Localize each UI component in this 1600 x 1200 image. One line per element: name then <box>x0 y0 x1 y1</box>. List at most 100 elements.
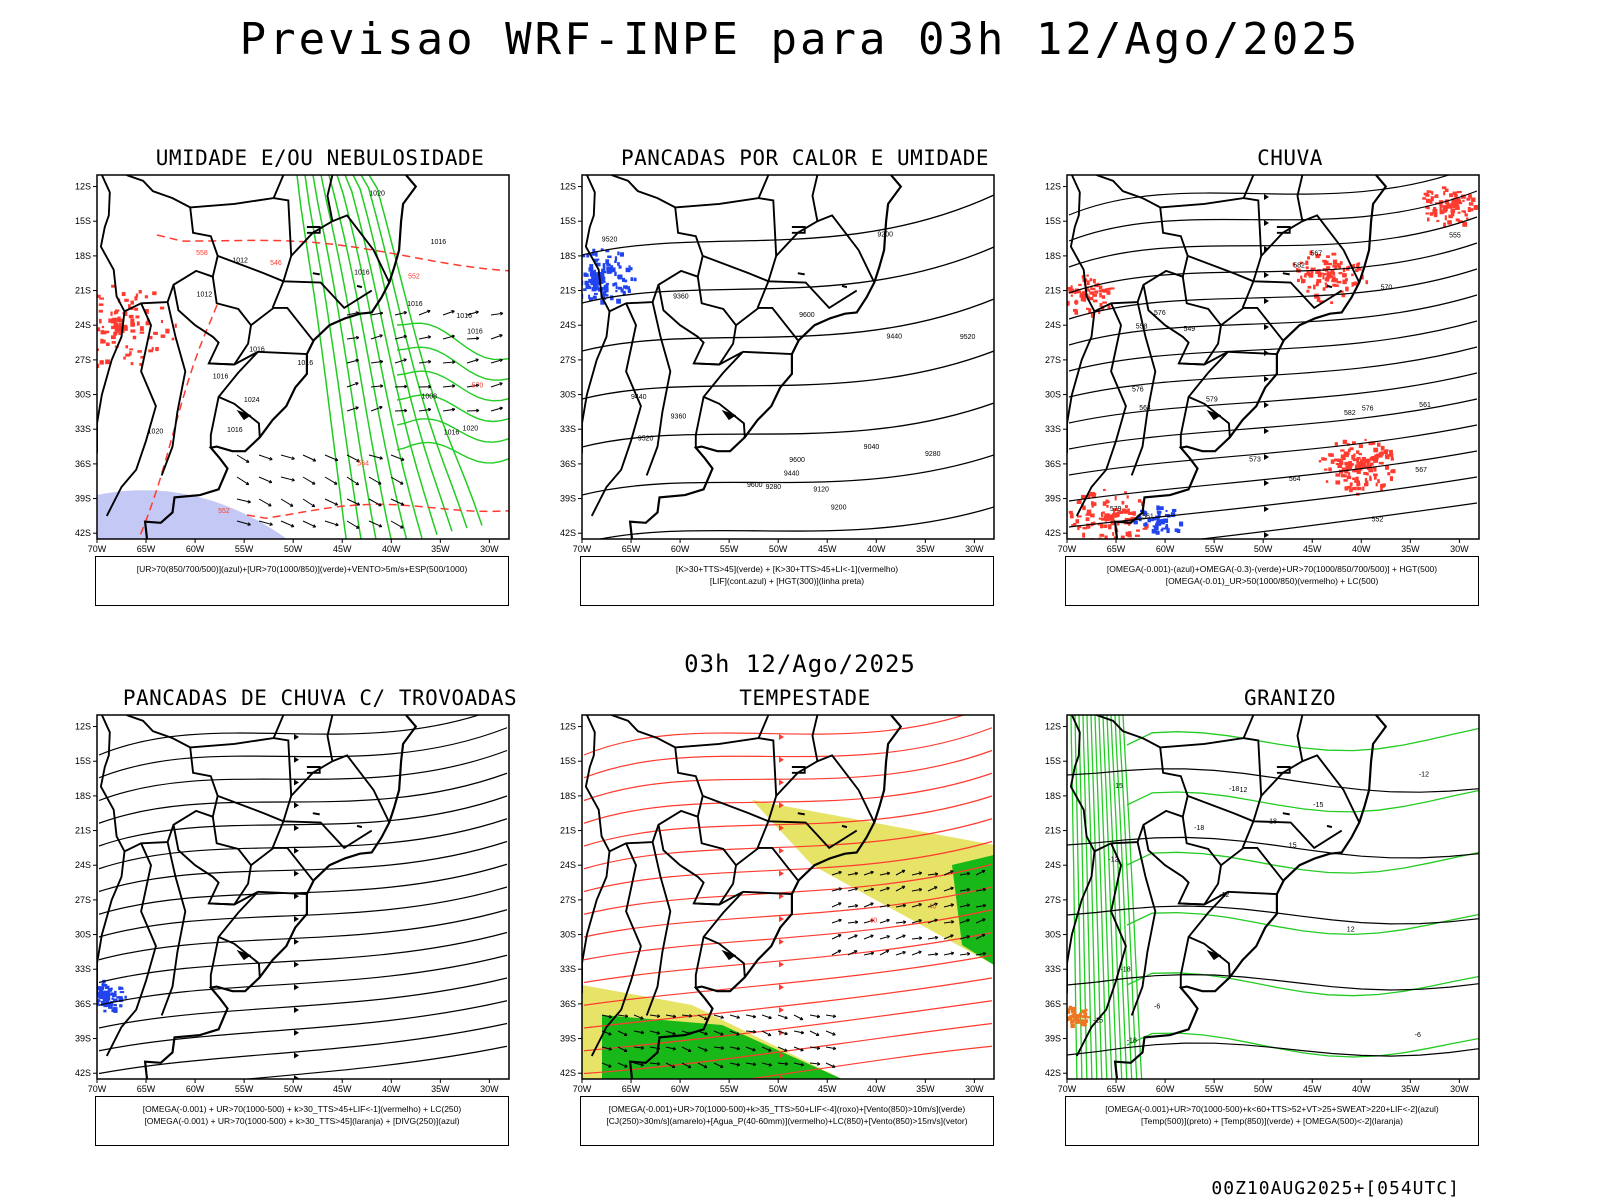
legend-box: [OMEGA(-0.001)-(azul)+OMEGA(-0.3)-(verde… <box>1065 556 1479 606</box>
lat-tick-label: 12S <box>75 182 91 192</box>
legend-line: [CJ(250)>30m/s](amarelo)+[Agua_P(40-60mm… <box>606 1116 968 1126</box>
lat-tick-label: 18S <box>1045 791 1061 801</box>
contour-label: 576 <box>1362 405 1374 412</box>
wind-vector-arrow <box>729 1030 740 1036</box>
lon-tick-label: 70W <box>1058 1084 1077 1094</box>
legend-box: [UR>70(850/700/500)](azul)+[UR>70(1000/8… <box>95 556 509 606</box>
contour-label: 561 <box>1142 514 1154 521</box>
lon-tick-label: 65W <box>622 544 641 554</box>
lon-tick-label: 60W <box>1156 544 1175 554</box>
legend-line: [OMEGA(-0.001) + UR>70(1000-500) + k>30_… <box>144 1116 460 1126</box>
lat-tick-label: 33S <box>1045 424 1061 434</box>
contour-label: -15 <box>1313 802 1323 809</box>
wind-vector-arrow <box>847 887 858 892</box>
lon-tick-label: 50W <box>769 1084 788 1094</box>
lon-tick-label: 40W <box>1352 1084 1371 1094</box>
streamline-arrow <box>294 756 299 763</box>
streamline <box>241 1045 508 1079</box>
streamline-arrow <box>1264 532 1269 538</box>
lon-tick-label: 70W <box>573 1084 592 1094</box>
panel-title: TEMPESTADE <box>739 686 871 710</box>
wind-vector-arrow <box>368 520 382 528</box>
lat-tick-label: 12S <box>1045 182 1061 192</box>
lat-tick-label: 33S <box>75 424 91 434</box>
lon-tick-label: 55W <box>1205 544 1224 554</box>
streamline <box>98 772 508 824</box>
wind-vector-arrow <box>236 520 251 526</box>
panel-title: CHUVA <box>1257 146 1323 170</box>
wind-vector-arrow <box>895 869 906 876</box>
wind-vector-arrow <box>825 1014 836 1018</box>
height-contour <box>582 246 994 304</box>
legend-line: [OMEGA(-0.01)_UR>50(1000/850)(vermelho) … <box>1165 576 1379 586</box>
lat-tick-label: 15S <box>560 756 576 766</box>
wind-vector-arrow <box>713 1014 724 1019</box>
wind-vector-arrow <box>617 1030 628 1036</box>
wind-vector-arrow <box>346 476 359 486</box>
lon-tick-label: 30W <box>965 1084 984 1094</box>
streamline-arrow <box>779 1007 784 1013</box>
wind-vector-arrow <box>761 1062 772 1066</box>
wind-vector-arrow <box>633 1046 644 1049</box>
wind-vector-arrow <box>681 1046 692 1052</box>
wind-vector-arrow <box>258 454 273 461</box>
streamline-arrow <box>779 1052 784 1059</box>
wind-vector-arrow <box>490 312 503 316</box>
lat-tick-label: 39S <box>560 494 576 504</box>
contour-label: 564 <box>1289 476 1301 483</box>
streamline <box>98 727 508 779</box>
contour-label: 1012 <box>232 258 248 265</box>
wind-vector-arrow <box>346 336 359 340</box>
wind-vector-arrow <box>649 1062 660 1065</box>
lat-tick-label: 33S <box>560 424 576 434</box>
lon-tick-label: 50W <box>1254 1084 1273 1094</box>
wind-vector-arrow <box>390 498 404 506</box>
lon-tick-label: 35W <box>431 1084 450 1094</box>
contour-label: 552 <box>1372 517 1384 524</box>
wind-vector-arrow <box>346 498 360 506</box>
coastline <box>143 175 418 539</box>
contour-label: 15 <box>1289 842 1297 849</box>
lon-tick-label: 40W <box>382 1084 401 1094</box>
contour-label: 552 <box>218 508 230 515</box>
lat-tick-label: 39S <box>1045 494 1061 504</box>
contour-label: -18 <box>1120 966 1130 973</box>
streamline <box>583 954 993 1006</box>
streamline-arrow <box>779 779 784 786</box>
legend-box: [OMEGA(-0.001)+UR>70(1000-500)+k<60+TTS>… <box>1065 1096 1479 1146</box>
wind-vector-arrow <box>346 312 359 316</box>
contour-label: 570 <box>1381 284 1393 291</box>
wind-vector-arrow <box>418 408 431 412</box>
wind-vector-arrow <box>394 335 407 340</box>
wind-vector-arrow <box>346 359 359 364</box>
height-contour <box>582 454 994 496</box>
wind-vector-arrow <box>713 1030 724 1036</box>
lat-tick-label: 24S <box>560 320 576 330</box>
lat-tick-label: 18S <box>560 251 576 261</box>
wind-vector-arrow <box>370 312 383 316</box>
wind-vector-arrow <box>729 1062 740 1066</box>
streamline-arrow <box>1264 428 1269 434</box>
streamline-arrow <box>779 984 784 991</box>
streamline-arrow <box>1264 298 1269 304</box>
streamline <box>98 954 508 1006</box>
contour-label: 9280 <box>925 451 941 458</box>
lon-tick-label: 50W <box>284 544 303 554</box>
contour-label: 579 <box>1206 396 1218 403</box>
wind-vector-arrow <box>370 406 383 412</box>
wind-vector-arrow <box>442 361 455 364</box>
wind-vector-arrow <box>847 872 858 876</box>
wind-vector-arrow <box>825 1030 836 1036</box>
streamline <box>98 909 508 961</box>
lat-tick-label: 36S <box>75 459 91 469</box>
wind-vector-arrow <box>825 1062 836 1068</box>
streamline-arrow <box>779 756 784 763</box>
wind-vector-arrow <box>418 310 431 316</box>
contour-label: 1016 <box>227 427 243 434</box>
wind-vector-arrow <box>879 919 890 924</box>
wind-vector-arrow <box>280 476 295 481</box>
height-contour <box>582 350 994 400</box>
streamline-arrow <box>779 802 784 809</box>
lat-tick-label: 18S <box>560 791 576 801</box>
contour-label: 9600 <box>799 312 815 319</box>
